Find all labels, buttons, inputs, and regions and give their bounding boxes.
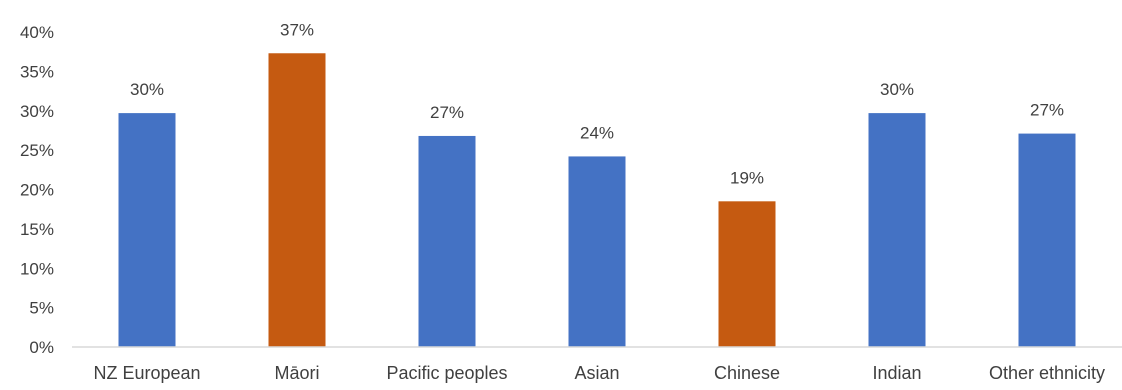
bar-value-label: 30%: [880, 80, 914, 99]
bar: [118, 113, 176, 347]
category-label: Chinese: [714, 363, 780, 383]
y-tick-label: 5%: [29, 299, 54, 318]
category-label: Other ethnicity: [989, 363, 1105, 383]
y-tick-label: 30%: [20, 102, 54, 121]
y-tick-label: 0%: [29, 338, 54, 357]
bar: [418, 135, 476, 347]
y-tick-label: 35%: [20, 62, 54, 81]
y-axis-ticks: 0% 5% 10% 15% 20% 25% 30% 35% 40%: [20, 23, 54, 357]
bar: [1018, 133, 1076, 347]
bar-value-label: 24%: [580, 123, 614, 142]
category-label: Māori: [274, 363, 319, 383]
bars-group: [118, 53, 1076, 347]
category-label: Indian: [872, 363, 921, 383]
y-tick-label: 10%: [20, 259, 54, 278]
bar: [718, 201, 776, 347]
y-tick-label: 40%: [20, 23, 54, 42]
bar-value-label: 37%: [280, 20, 314, 39]
bar: [268, 53, 326, 347]
data-labels-group: 30% 37% 27% 24% 19% 30% 27%: [130, 20, 1064, 187]
bar: [868, 113, 926, 347]
y-tick-label: 25%: [20, 141, 54, 160]
category-labels-group: NZ European Māori Pacific peoples Asian Chin…: [93, 363, 1105, 383]
bar-value-label: 30%: [130, 80, 164, 99]
y-tick-label: 15%: [20, 220, 54, 239]
y-tick-label: 20%: [20, 181, 54, 200]
category-label: Asian: [574, 363, 619, 383]
bar: [568, 156, 626, 347]
category-label: Pacific peoples: [386, 363, 507, 383]
category-label: NZ European: [93, 363, 200, 383]
bar-value-label: 27%: [1030, 101, 1064, 120]
bar-value-label: 19%: [730, 168, 764, 187]
bar-value-label: 27%: [430, 103, 464, 122]
